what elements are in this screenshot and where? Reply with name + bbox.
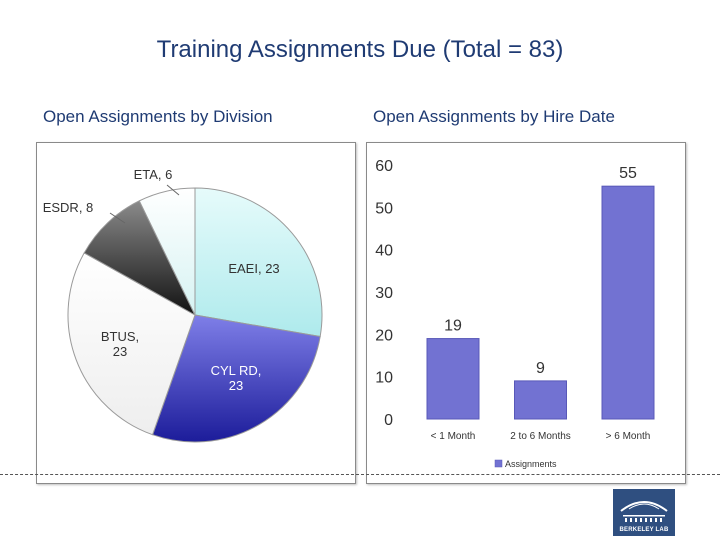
pie-chart-panel: EAEI, 23 CYL RD, 23 BTUS, 23 ESDR, 8 ETA, 6 [36,142,356,484]
pie-chart: EAEI, 23 CYL RD, 23 BTUS, 23 ESDR, 8 ETA, 6 [43,167,323,443]
y-tick-label: 40 [375,243,393,260]
lab-building-icon [620,501,668,522]
logo-text: BERKELEY LAB [619,527,669,533]
bar-data-label: 55 [619,165,637,182]
pie-subtitle: Open Assignments by Division [43,107,273,126]
bar-chart-panel: 0 10 20 30 40 50 60 19 < 1 Month 9 2 to 6 Months 55… [366,142,686,484]
pie-label-esdr: ESDR, 8 [43,200,94,215]
bar [426,338,480,420]
footer-divider [0,474,720,475]
y-tick-label: 30 [375,285,393,302]
bar-data-label: 19 [444,318,462,335]
y-tick-label: 10 [375,370,393,387]
x-tick-label: > 6 Month [606,431,651,442]
y-tick-label: 60 [375,158,393,175]
x-tick-label: < 1 Month [431,431,476,442]
pie-slice-eaei [194,187,323,338]
legend-swatch [494,459,503,468]
bar-subtitle: Open Assignments by Hire Date [373,107,615,126]
legend-label: Assignments [505,459,557,469]
bar-data-label: 9 [536,360,545,377]
y-tick-label: 50 [375,200,393,217]
bar [514,380,567,420]
pie-leader-eta [166,184,180,196]
slide-title: Training Assignments Due (Total = 83) [156,36,564,63]
bar-chart: 0 10 20 30 40 50 60 19 < 1 Month 9 2 to 6 Months 55… [375,158,655,469]
pie-slice-cyl-rd [151,314,321,443]
y-tick-label: 20 [375,327,393,344]
bar [601,185,655,420]
pie-slice-btus [67,252,196,436]
berkeley-lab-logo: BERKELEY LAB [613,489,675,536]
pie-label-eaei: EAEI, 23 [228,261,279,276]
pie-label-btus: BTUS, 23 [101,329,139,359]
pie-label-cyl-rd: CYL RD, 23 [211,363,262,393]
x-tick-label: 2 to 6 Months [510,431,571,442]
pie-leader-esdr [109,212,126,224]
y-tick-label: 0 [384,412,393,429]
pie-label-eta: ETA, 6 [134,167,173,182]
pie-slice-eta [138,187,196,316]
pie-slice-esdr [83,200,197,317]
